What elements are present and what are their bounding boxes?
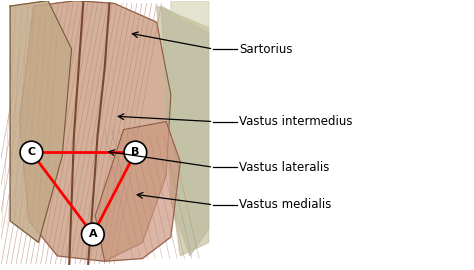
Text: Vastus lateralis: Vastus lateralis [239,161,330,174]
Text: A: A [89,230,97,239]
Polygon shape [171,1,209,33]
Text: Vastus medialis: Vastus medialis [239,198,332,211]
Ellipse shape [20,141,43,164]
Polygon shape [10,1,72,242]
Ellipse shape [124,141,146,164]
Text: Vastus intermedius: Vastus intermedius [239,115,353,128]
Polygon shape [19,1,171,261]
Polygon shape [161,6,209,256]
Text: C: C [27,147,36,157]
Text: B: B [131,147,139,157]
Polygon shape [95,122,180,261]
Text: Sartorius: Sartorius [239,43,293,56]
Polygon shape [156,6,209,256]
Ellipse shape [82,223,104,246]
